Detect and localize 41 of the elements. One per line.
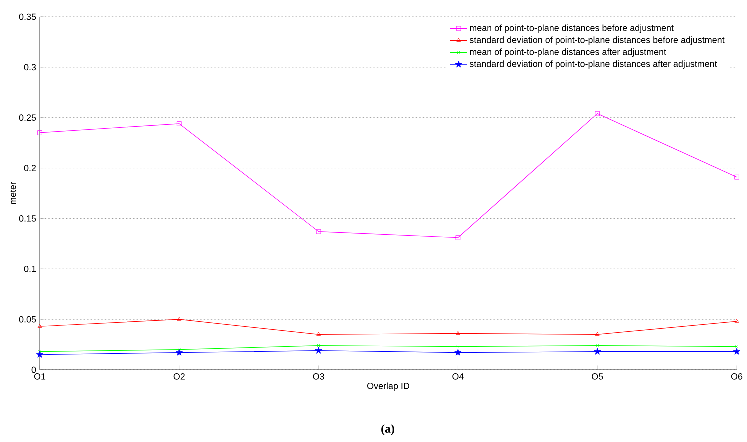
y-axis-title: meter xyxy=(10,182,16,204)
y-tick-label: 0.05 xyxy=(19,316,36,323)
x-tick-label: O3 xyxy=(313,374,324,380)
x-tick-label: O6 xyxy=(731,374,743,380)
y-tick-label: 0 xyxy=(32,366,36,374)
x-axis-title: Overlap ID xyxy=(367,382,410,392)
x-tick-label: O1 xyxy=(34,374,46,380)
x-tick-label: O4 xyxy=(452,374,464,380)
point xyxy=(595,111,600,116)
point xyxy=(177,122,182,126)
point xyxy=(456,235,461,240)
y-tick-label: 0.1 xyxy=(24,266,36,272)
legend-label: standard deviation of point-to-plane distances before adjustment xyxy=(470,36,725,46)
legend-label: mean of point-to-plane distances before adjustment xyxy=(470,24,674,34)
point xyxy=(733,348,741,355)
y-tick-label: 0.35 xyxy=(19,14,36,20)
point xyxy=(176,349,183,356)
point xyxy=(316,332,321,336)
point xyxy=(594,348,602,355)
x-tick-label: O5 xyxy=(592,374,604,380)
point xyxy=(734,174,740,180)
y-tick-label: 0.15 xyxy=(19,216,36,222)
y-tick-label: 0.3 xyxy=(24,64,36,71)
legend-label: standard deviation of point-to-plane distances after adjustment xyxy=(470,60,718,69)
point xyxy=(178,348,182,352)
x-tick-label: O2 xyxy=(174,374,185,380)
point xyxy=(596,344,600,348)
point xyxy=(317,344,321,348)
point xyxy=(596,332,600,336)
y-tick-label: 0.2 xyxy=(24,165,36,172)
point xyxy=(36,351,44,358)
legend-label: mean of point-to-plane distances after adjustment xyxy=(470,48,666,58)
point xyxy=(454,349,462,356)
point xyxy=(177,317,182,321)
point xyxy=(456,345,460,349)
y-tick-label: 0.25 xyxy=(19,114,36,122)
point xyxy=(316,229,322,234)
point xyxy=(315,347,322,354)
point xyxy=(38,130,42,136)
point xyxy=(456,331,460,335)
text: (a) xyxy=(382,424,394,436)
